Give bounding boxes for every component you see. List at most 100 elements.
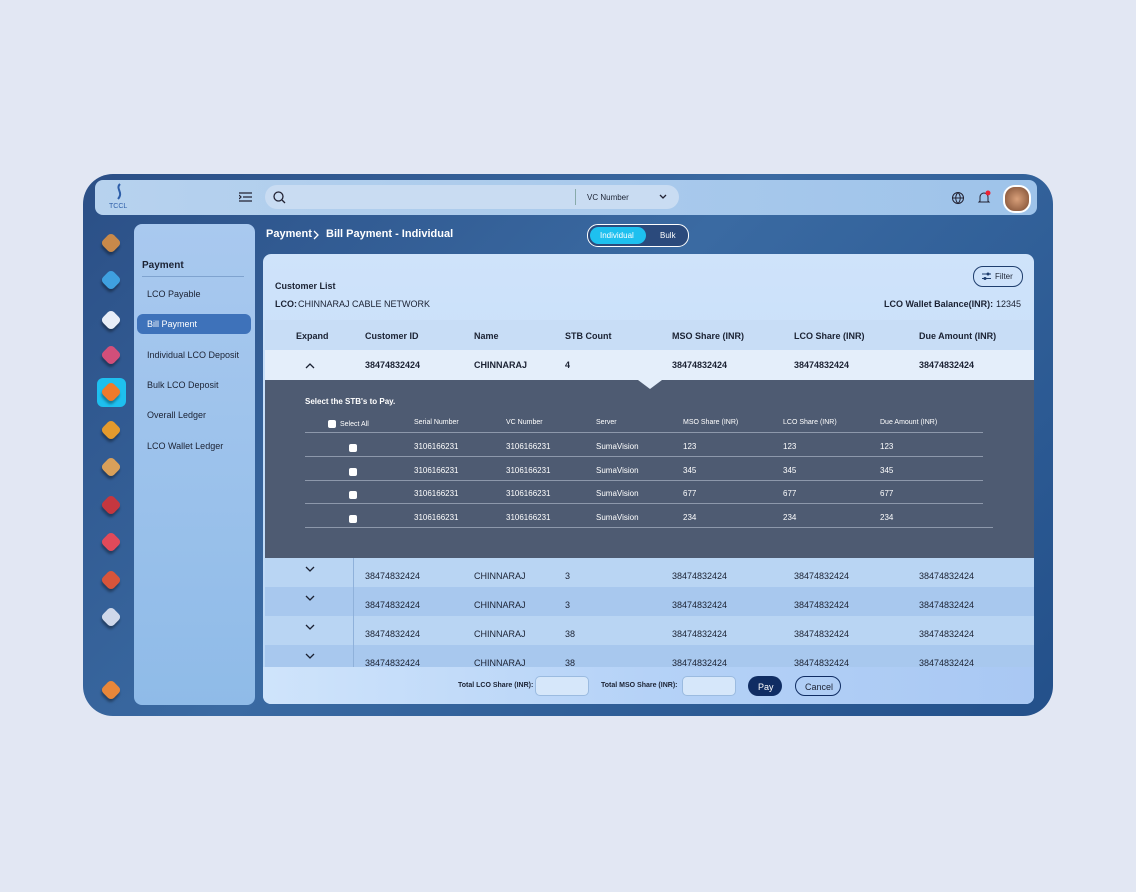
divider bbox=[305, 479, 983, 481]
nav-icon[interactable] bbox=[100, 269, 122, 291]
stb-cell: 123 bbox=[783, 442, 797, 451]
checkbox[interactable] bbox=[349, 514, 357, 523]
filter-icon bbox=[982, 272, 991, 280]
sub-menu: Payment LCO Payable Bill Payment Individua… bbox=[134, 224, 255, 705]
mso-total-label: Total MSO Share (INR): bbox=[601, 682, 678, 689]
nav-icon[interactable] bbox=[100, 531, 122, 553]
breadcrumb-sep bbox=[313, 230, 319, 240]
cancel-button[interactable]: Cancel bbox=[795, 676, 841, 696]
stb-cell: 123 bbox=[880, 442, 894, 451]
toggle-individual[interactable]: Individual bbox=[600, 231, 634, 240]
pay-button[interactable]: Pay bbox=[748, 676, 782, 696]
stb-cell: SumaVision bbox=[596, 512, 639, 522]
cell: 38 bbox=[565, 658, 576, 668]
cell: 38474832424 bbox=[365, 658, 421, 668]
bell-icon[interactable] bbox=[977, 190, 991, 205]
breadcrumb-current: Bill Payment - Individual bbox=[326, 228, 454, 240]
nav-icon[interactable] bbox=[100, 679, 122, 701]
menu-item[interactable]: Individual LCO Deposit bbox=[147, 349, 240, 360]
toggle-bulk[interactable]: Bulk bbox=[660, 231, 676, 240]
cell: 38 bbox=[565, 629, 576, 639]
active-menu-bg bbox=[137, 314, 251, 335]
menu-item[interactable]: LCO Payable bbox=[147, 289, 201, 299]
search-type[interactable]: VC Number bbox=[587, 193, 629, 202]
stb-cell: 3106166231 bbox=[506, 442, 551, 451]
checkbox[interactable] bbox=[328, 420, 336, 428]
wallet-label: LCO Wallet Balance(INR): bbox=[884, 299, 994, 309]
toggle-active bbox=[590, 227, 646, 244]
stb-cell: 3106166231 bbox=[506, 489, 551, 498]
nav-icon[interactable] bbox=[100, 606, 122, 628]
stb-cell: 3106166231 bbox=[506, 512, 551, 522]
cell: 38474832424 bbox=[919, 629, 975, 639]
menu-item[interactable]: Bulk LCO Deposit bbox=[147, 379, 219, 390]
table-row bbox=[265, 616, 1034, 645]
sub-menu-title: Payment bbox=[142, 260, 184, 271]
nav-icon[interactable] bbox=[100, 232, 122, 254]
globe-icon[interactable] bbox=[951, 191, 965, 205]
nav-icon[interactable] bbox=[100, 344, 122, 366]
cell: CHINNARAJ bbox=[474, 360, 528, 370]
checkbox[interactable] bbox=[349, 467, 357, 476]
cell: 38474832424 bbox=[672, 600, 728, 610]
menu-item[interactable]: Bill Payment bbox=[147, 319, 198, 330]
chevron bbox=[305, 566, 315, 572]
stb-cell: 345 bbox=[683, 465, 697, 475]
column-header: Customer ID bbox=[365, 331, 419, 341]
stb-cell: 3106166231 bbox=[506, 465, 551, 475]
pointer bbox=[638, 380, 662, 389]
expand-toggle[interactable] bbox=[305, 566, 315, 573]
stb-cell: 677 bbox=[880, 489, 894, 498]
divider bbox=[575, 189, 576, 205]
breadcrumb-root[interactable]: Payment bbox=[266, 228, 312, 240]
avatar[interactable] bbox=[1003, 185, 1031, 213]
filter-button[interactable]: Filter bbox=[973, 266, 1023, 287]
chevron bbox=[305, 595, 315, 601]
stb-cell: SumaVision bbox=[596, 442, 639, 451]
menu-toggle[interactable] bbox=[239, 192, 253, 202]
stb-header: VC Number bbox=[506, 419, 543, 426]
lco-total-label: Total LCO Share (INR): bbox=[458, 682, 534, 689]
search-bar[interactable]: VC Number bbox=[265, 185, 679, 209]
select-all-label: Select All bbox=[340, 421, 369, 428]
column-header: Name bbox=[474, 331, 499, 341]
divider bbox=[305, 503, 983, 504]
menu-item[interactable]: Overall Ledger bbox=[147, 410, 207, 421]
chevron bbox=[305, 624, 315, 630]
expand-toggle[interactable] bbox=[305, 653, 315, 660]
cell: 38474832424 bbox=[794, 658, 850, 668]
table-row bbox=[265, 558, 1034, 587]
panel-title: Customer List bbox=[275, 281, 336, 291]
nav-icon[interactable] bbox=[100, 569, 122, 591]
mso-total-input[interactable] bbox=[682, 676, 736, 696]
checkbox[interactable] bbox=[349, 491, 357, 499]
column-header: Due Amount (INR) bbox=[919, 331, 997, 341]
stb-cell: 3106166231 bbox=[414, 442, 459, 451]
lco-total-input[interactable] bbox=[535, 676, 589, 696]
checkbox[interactable] bbox=[349, 444, 357, 452]
divider bbox=[305, 526, 993, 528]
nav-icon[interactable] bbox=[100, 419, 122, 441]
stb-cell: 3106166231 bbox=[414, 489, 459, 498]
stb-cell: 234 bbox=[880, 512, 894, 522]
nav-icon[interactable] bbox=[100, 309, 122, 331]
cell: 4 bbox=[565, 360, 571, 370]
stb-title: Select the STB's to Pay. bbox=[305, 397, 396, 406]
cell: 38474832424 bbox=[365, 600, 421, 610]
app-frame: TCCL VC Number Payment Bill Payment - In… bbox=[83, 174, 1053, 716]
expand-toggle[interactable] bbox=[305, 362, 315, 369]
stb-cell: 345 bbox=[880, 465, 894, 475]
stb-cell: 234 bbox=[783, 512, 797, 522]
expand-toggle[interactable] bbox=[305, 624, 315, 631]
top-bar: TCCL VC Number bbox=[95, 180, 1037, 215]
cell: 38474832424 bbox=[794, 629, 850, 639]
menu-item[interactable]: LCO Wallet Ledger bbox=[147, 440, 224, 451]
chevron bbox=[305, 653, 315, 659]
stb-cell: 123 bbox=[683, 442, 697, 451]
nav-icon[interactable] bbox=[100, 456, 122, 478]
expand-toggle[interactable] bbox=[305, 595, 315, 602]
content-panel: Customer List Filter LCO: CHINNARAJ CABL… bbox=[263, 254, 1034, 704]
nav-icon[interactable] bbox=[100, 494, 122, 516]
column-header: MSO Share (INR) bbox=[672, 331, 745, 341]
